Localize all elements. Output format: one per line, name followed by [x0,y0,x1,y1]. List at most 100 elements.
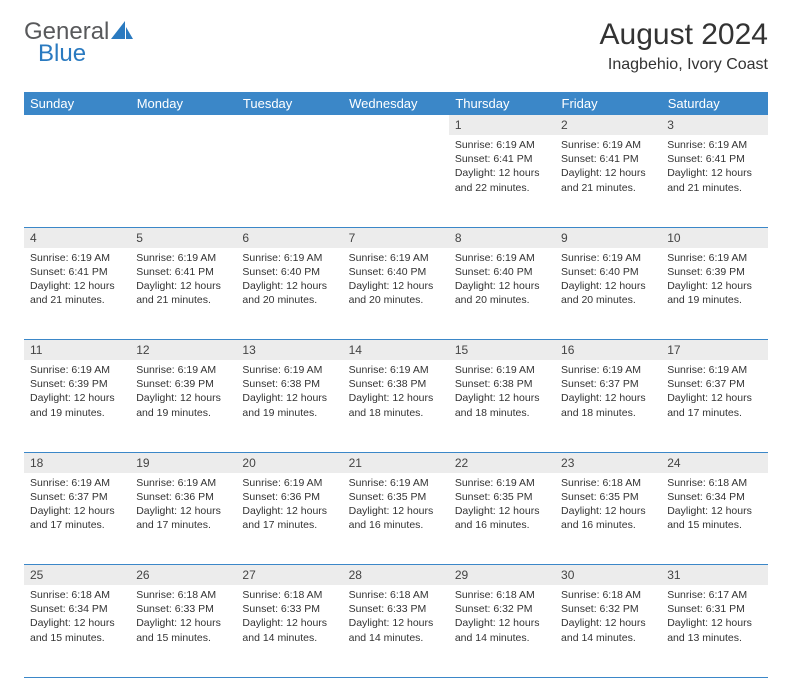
day-content-cell: Sunrise: 6:19 AMSunset: 6:35 PMDaylight:… [343,473,449,565]
day-content-cell: Sunrise: 6:18 AMSunset: 6:33 PMDaylight:… [130,585,236,677]
day-number-cell: 4 [24,227,130,248]
day-content-cell: Sunrise: 6:19 AMSunset: 6:41 PMDaylight:… [661,135,767,227]
day-number-cell: 5 [130,227,236,248]
day-content-row: Sunrise: 6:19 AMSunset: 6:41 PMDaylight:… [24,248,768,340]
day-number-cell: 23 [555,452,661,473]
day-content-cell [130,135,236,227]
day-number-row: 25262728293031 [24,565,768,586]
day-number-cell [343,115,449,135]
day-content-cell: Sunrise: 6:19 AMSunset: 6:40 PMDaylight:… [555,248,661,340]
day-number-cell: 22 [449,452,555,473]
logo-word-blue: Blue [38,42,133,66]
header: General Blue August 2024 Inagbehio, Ivor… [24,18,768,74]
day-number-cell: 19 [130,452,236,473]
day-details: Sunrise: 6:18 AMSunset: 6:35 PMDaylight:… [555,473,661,539]
calendar-table: SundayMondayTuesdayWednesdayThursdayFrid… [24,92,768,678]
day-number-cell: 17 [661,340,767,361]
day-header: Sunday [24,92,130,115]
day-content-cell: Sunrise: 6:19 AMSunset: 6:40 PMDaylight:… [343,248,449,340]
day-content-cell: Sunrise: 6:19 AMSunset: 6:41 PMDaylight:… [449,135,555,227]
title-block: August 2024 Inagbehio, Ivory Coast [600,18,768,74]
day-header: Tuesday [236,92,342,115]
day-number-cell: 6 [236,227,342,248]
day-content-cell: Sunrise: 6:19 AMSunset: 6:37 PMDaylight:… [24,473,130,565]
day-details: Sunrise: 6:19 AMSunset: 6:39 PMDaylight:… [24,360,130,426]
day-content-row: Sunrise: 6:18 AMSunset: 6:34 PMDaylight:… [24,585,768,677]
day-content-cell: Sunrise: 6:19 AMSunset: 6:36 PMDaylight:… [236,473,342,565]
logo: General Blue [24,18,133,66]
day-details: Sunrise: 6:19 AMSunset: 6:38 PMDaylight:… [449,360,555,426]
day-number-cell: 8 [449,227,555,248]
day-content-row: Sunrise: 6:19 AMSunset: 6:39 PMDaylight:… [24,360,768,452]
day-details: Sunrise: 6:19 AMSunset: 6:37 PMDaylight:… [24,473,130,539]
logo-text: General Blue [24,18,133,66]
day-content-cell: Sunrise: 6:19 AMSunset: 6:40 PMDaylight:… [236,248,342,340]
day-details: Sunrise: 6:19 AMSunset: 6:35 PMDaylight:… [343,473,449,539]
day-number-cell: 18 [24,452,130,473]
day-number-cell [236,115,342,135]
logo-sail-icon [111,20,133,44]
day-details: Sunrise: 6:19 AMSunset: 6:41 PMDaylight:… [24,248,130,314]
day-number-cell [130,115,236,135]
day-content-cell: Sunrise: 6:18 AMSunset: 6:33 PMDaylight:… [343,585,449,677]
day-content-cell: Sunrise: 6:19 AMSunset: 6:41 PMDaylight:… [130,248,236,340]
day-details: Sunrise: 6:19 AMSunset: 6:36 PMDaylight:… [236,473,342,539]
day-details: Sunrise: 6:19 AMSunset: 6:40 PMDaylight:… [236,248,342,314]
day-content-cell: Sunrise: 6:19 AMSunset: 6:39 PMDaylight:… [661,248,767,340]
day-content-cell: Sunrise: 6:19 AMSunset: 6:39 PMDaylight:… [130,360,236,452]
day-number-cell: 10 [661,227,767,248]
day-number-cell: 7 [343,227,449,248]
day-details: Sunrise: 6:18 AMSunset: 6:32 PMDaylight:… [449,585,555,651]
day-header: Monday [130,92,236,115]
day-number-row: 45678910 [24,227,768,248]
day-number-cell: 14 [343,340,449,361]
day-header: Wednesday [343,92,449,115]
day-content-cell: Sunrise: 6:18 AMSunset: 6:33 PMDaylight:… [236,585,342,677]
day-number-cell: 20 [236,452,342,473]
day-details: Sunrise: 6:19 AMSunset: 6:38 PMDaylight:… [343,360,449,426]
day-details: Sunrise: 6:19 AMSunset: 6:41 PMDaylight:… [661,135,767,201]
day-details: Sunrise: 6:19 AMSunset: 6:35 PMDaylight:… [449,473,555,539]
day-content-cell: Sunrise: 6:17 AMSunset: 6:31 PMDaylight:… [661,585,767,677]
day-details: Sunrise: 6:18 AMSunset: 6:33 PMDaylight:… [343,585,449,651]
day-details: Sunrise: 6:19 AMSunset: 6:40 PMDaylight:… [555,248,661,314]
day-content-cell: Sunrise: 6:19 AMSunset: 6:38 PMDaylight:… [343,360,449,452]
day-content-cell: Sunrise: 6:18 AMSunset: 6:34 PMDaylight:… [24,585,130,677]
day-content-cell: Sunrise: 6:18 AMSunset: 6:34 PMDaylight:… [661,473,767,565]
day-details: Sunrise: 6:19 AMSunset: 6:41 PMDaylight:… [130,248,236,314]
day-number-cell: 29 [449,565,555,586]
day-content-cell: Sunrise: 6:18 AMSunset: 6:35 PMDaylight:… [555,473,661,565]
page-subtitle: Inagbehio, Ivory Coast [600,56,768,74]
day-details: Sunrise: 6:19 AMSunset: 6:40 PMDaylight:… [449,248,555,314]
day-details: Sunrise: 6:18 AMSunset: 6:34 PMDaylight:… [24,585,130,651]
calendar-page: General Blue August 2024 Inagbehio, Ivor… [0,0,792,696]
day-content-cell: Sunrise: 6:19 AMSunset: 6:38 PMDaylight:… [236,360,342,452]
day-number-cell: 26 [130,565,236,586]
day-header: Saturday [661,92,767,115]
day-content-cell: Sunrise: 6:19 AMSunset: 6:36 PMDaylight:… [130,473,236,565]
day-content-cell: Sunrise: 6:19 AMSunset: 6:35 PMDaylight:… [449,473,555,565]
day-number-cell: 2 [555,115,661,135]
day-number-cell: 11 [24,340,130,361]
day-content-row: Sunrise: 6:19 AMSunset: 6:37 PMDaylight:… [24,473,768,565]
day-header: Thursday [449,92,555,115]
day-details: Sunrise: 6:19 AMSunset: 6:40 PMDaylight:… [343,248,449,314]
day-number-cell: 15 [449,340,555,361]
day-number-cell: 31 [661,565,767,586]
day-header: Friday [555,92,661,115]
day-number-cell [24,115,130,135]
day-details: Sunrise: 6:18 AMSunset: 6:33 PMDaylight:… [236,585,342,651]
day-details: Sunrise: 6:19 AMSunset: 6:36 PMDaylight:… [130,473,236,539]
day-details: Sunrise: 6:19 AMSunset: 6:37 PMDaylight:… [555,360,661,426]
day-content-cell: Sunrise: 6:19 AMSunset: 6:40 PMDaylight:… [449,248,555,340]
day-details: Sunrise: 6:18 AMSunset: 6:33 PMDaylight:… [130,585,236,651]
day-details: Sunrise: 6:19 AMSunset: 6:41 PMDaylight:… [449,135,555,201]
day-content-cell: Sunrise: 6:19 AMSunset: 6:39 PMDaylight:… [24,360,130,452]
day-number-cell: 27 [236,565,342,586]
day-details: Sunrise: 6:19 AMSunset: 6:39 PMDaylight:… [130,360,236,426]
day-content-cell: Sunrise: 6:18 AMSunset: 6:32 PMDaylight:… [449,585,555,677]
day-number-row: 11121314151617 [24,340,768,361]
day-content-cell [343,135,449,227]
day-number-cell: 13 [236,340,342,361]
day-details: Sunrise: 6:19 AMSunset: 6:37 PMDaylight:… [661,360,767,426]
